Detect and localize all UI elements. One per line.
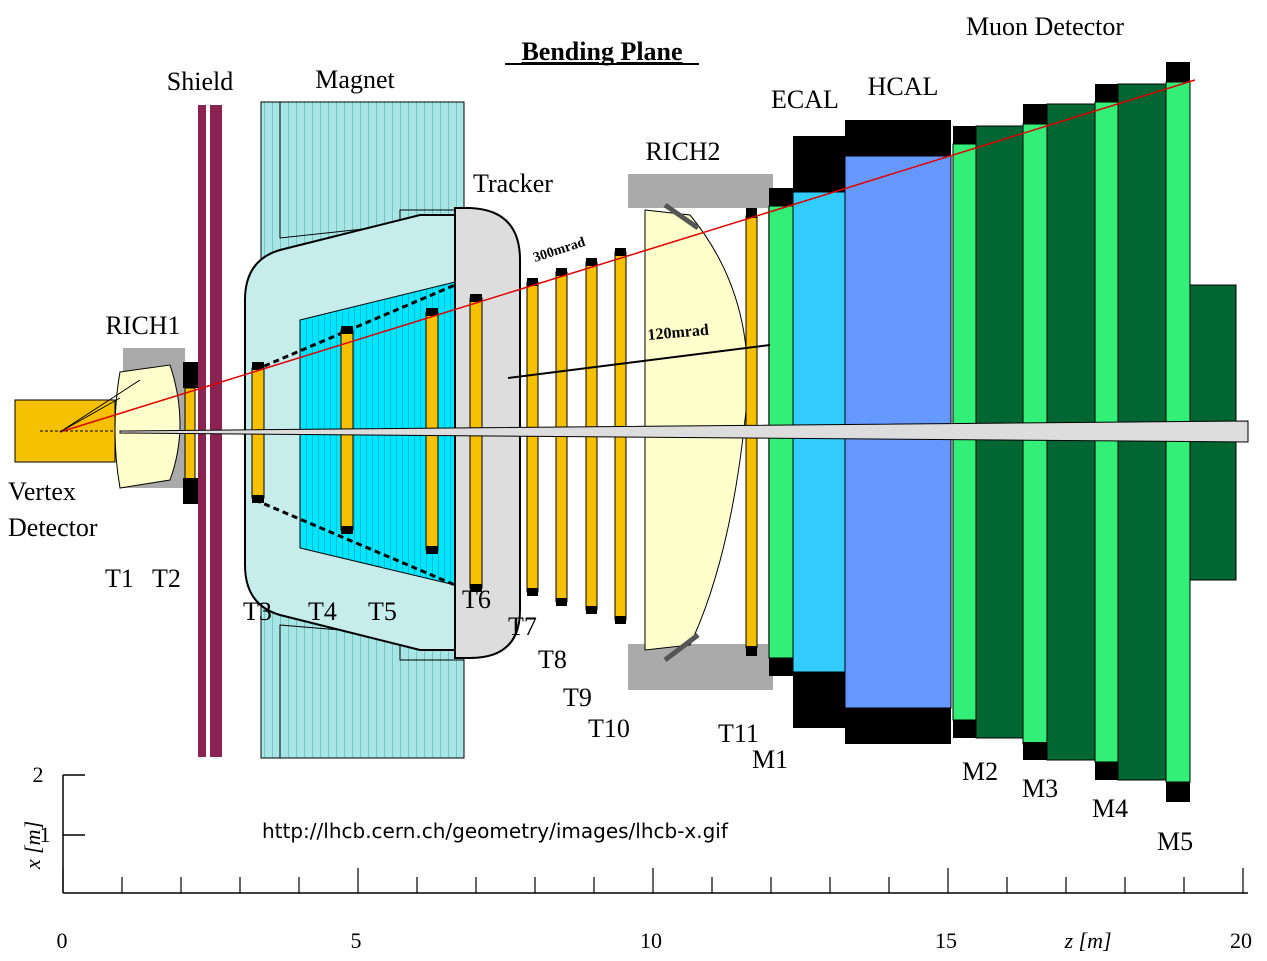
t6-cap-bottom [470, 584, 482, 592]
acceptance-300mrad-line [59, 79, 1196, 433]
hcal-bottom-block [845, 708, 951, 744]
t6-cap-top [470, 294, 482, 302]
x-tick-label-1: 1 [40, 822, 51, 847]
magnet-upper [261, 101, 465, 239]
label-vertex: Vertex [8, 477, 76, 506]
t11-cap-bottom [746, 646, 757, 656]
m2-cap-bottom [953, 720, 976, 738]
rich1-body [114, 364, 181, 489]
t3-cap-top [252, 362, 264, 370]
t7-cap-top [527, 278, 538, 286]
label-t5: T5 [368, 597, 397, 626]
m3-cap-bottom [1023, 742, 1047, 760]
m1-cap-top [769, 188, 793, 206]
m3-cap-top [1023, 104, 1047, 124]
label-t8: T8 [538, 645, 567, 674]
t9-cap-bottom [586, 606, 597, 614]
station-t1-t2 [184, 387, 196, 483]
ecal-top-block [793, 136, 845, 192]
label-detector: Detector [8, 513, 98, 542]
rich2-mirror-bottom [663, 633, 700, 662]
t8-cap-bottom [556, 598, 567, 606]
magnet-dashed-top [254, 283, 456, 372]
label-m1: M1 [752, 745, 788, 774]
m2-cap-top [953, 126, 976, 144]
label-120mrad: 120mrad [647, 322, 710, 344]
axis-x: 2 1 x [m] [20, 762, 85, 893]
station-t6 [469, 297, 483, 589]
beam-pipe [119, 420, 1249, 443]
t3-cap-bottom [252, 495, 264, 503]
z-tick-label-0: 0 [57, 928, 68, 953]
label-tracker: Tracker [473, 169, 553, 198]
label-m3: M3 [1022, 774, 1058, 803]
label-t7: T7 [508, 612, 537, 641]
z-tick-label-20: 20 [1230, 928, 1252, 953]
m5-cap-top [1166, 62, 1190, 82]
label-rich2: RICH2 [645, 137, 720, 166]
t11-cap-top [746, 208, 757, 218]
t1-block-top [183, 362, 201, 388]
t4-cap-bottom [341, 526, 353, 534]
x-tick-label-2: 2 [33, 762, 44, 787]
t5-cap-top [426, 308, 438, 316]
label-t6: T6 [462, 585, 491, 614]
label-ecal: ECAL [771, 85, 839, 114]
m4-cap-bottom [1095, 762, 1118, 780]
z-axis-label: z [m] [1063, 928, 1111, 953]
label-rich1: RICH1 [105, 311, 180, 340]
hcal-top-block [845, 120, 951, 156]
diagram-title: Bending Plane [521, 37, 682, 66]
label-t4: T4 [308, 597, 337, 626]
station-t7 [526, 281, 539, 593]
z-tick-label-5: 5 [351, 928, 362, 953]
z-tick-label-15: 15 [935, 928, 957, 953]
label-muon-detector: Muon Detector [966, 12, 1124, 41]
label-300mrad: 300mrad [532, 235, 588, 266]
label-t3: T3 [243, 597, 272, 626]
label-t1: T1 [105, 564, 134, 593]
label-m2: M2 [962, 757, 998, 786]
t9-cap-top [586, 258, 597, 266]
t10-cap-bottom [615, 616, 626, 624]
rich2-mirror-top [663, 202, 700, 231]
label-t10: T10 [588, 714, 630, 743]
m5-cap-bottom [1166, 782, 1190, 802]
label-hcal: HCAL [868, 72, 939, 101]
label-t2: T2 [152, 564, 181, 593]
t5-cap-bottom [426, 546, 438, 554]
label-m4: M4 [1092, 794, 1128, 823]
source-url: http://lhcb.cern.ch/geometry/images/lhcb… [262, 819, 729, 843]
t4-cap-top [341, 326, 353, 334]
t7-cap-bottom [527, 588, 538, 596]
label-shield: Shield [167, 67, 233, 96]
label-magnet: Magnet [315, 65, 395, 94]
t1-block-bottom [183, 478, 201, 504]
z-tick-label-10: 10 [640, 928, 662, 953]
label-t9: T9 [563, 683, 592, 712]
axis-z: 0 5 10 15 20 z [m] [57, 868, 1252, 953]
x-axis-label: x [m] [20, 821, 45, 870]
t8-cap-top [556, 268, 567, 276]
m4-cap-top [1095, 84, 1118, 102]
acceptance-120mrad-line [507, 344, 771, 379]
vertex-track-2 [59, 379, 141, 433]
label-t11: T11 [718, 719, 759, 748]
t10-cap-top [615, 248, 626, 256]
label-m5: M5 [1157, 827, 1193, 856]
vertex-track-1 [59, 397, 121, 433]
ecal-bottom-block [793, 672, 845, 728]
magnet-dashed-bottom [254, 498, 456, 587]
m1-cap-bottom [769, 658, 793, 676]
